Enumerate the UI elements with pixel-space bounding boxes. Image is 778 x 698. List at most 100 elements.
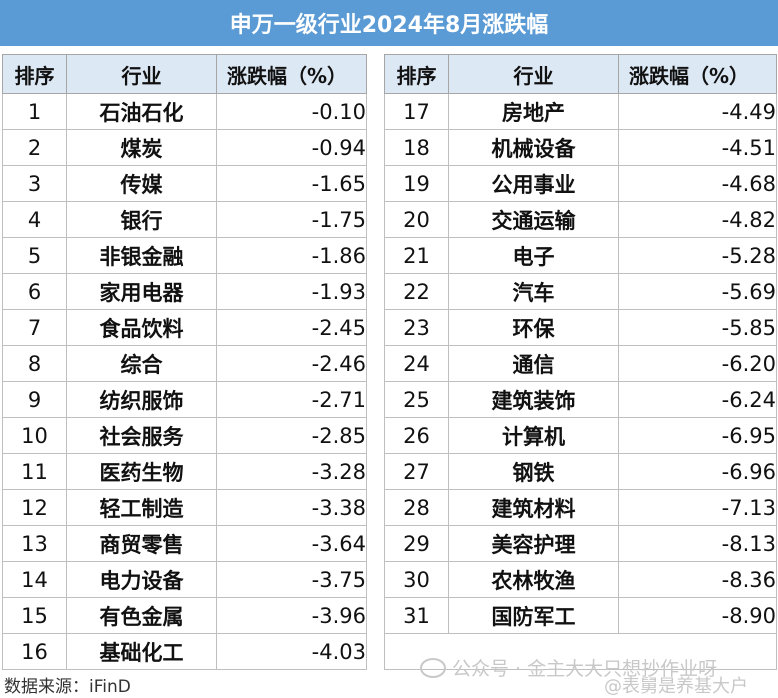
industry-cell: 钢铁 <box>448 453 619 490</box>
table-row: 14 电力设备 -3.75 <box>2 561 367 598</box>
table-row: 6 家用电器 -1.93 <box>2 273 367 310</box>
change-cell: -3.96 <box>216 597 367 634</box>
change-cell: -5.85 <box>618 309 777 346</box>
table-row: 21 电子 -5.28 <box>384 237 777 274</box>
industry-cell: 家用电器 <box>66 273 217 310</box>
change-cell: -6.20 <box>618 345 777 382</box>
table-row: 24 通信 -6.20 <box>384 345 777 382</box>
rank-cell: 31 <box>384 597 449 634</box>
change-cell: -0.94 <box>216 129 367 166</box>
rank-cell: 22 <box>384 273 449 310</box>
table-row: 23 环保 -5.85 <box>384 309 777 346</box>
change-cell: -3.64 <box>216 525 367 562</box>
rank-cell: 3 <box>2 165 67 202</box>
industry-cell: 国防军工 <box>448 597 619 634</box>
table-row: 28 建筑材料 -7.13 <box>384 489 777 526</box>
rank-cell: 25 <box>384 381 449 418</box>
change-cell: -1.75 <box>216 201 367 238</box>
rank-cell: 16 <box>2 633 67 670</box>
rank-cell: 17 <box>384 93 449 130</box>
industry-cell: 通信 <box>448 345 619 382</box>
industry-cell: 纺织服饰 <box>66 381 217 418</box>
empty-row <box>384 633 777 670</box>
industry-cell: 建筑材料 <box>448 489 619 526</box>
table-row: 11 医药生物 -3.28 <box>2 453 367 490</box>
page-title: 申万一级行业2024年8月涨跌幅 <box>0 0 778 48</box>
table-row: 22 汽车 -5.69 <box>384 273 777 310</box>
table-row: 17 房地产 -4.49 <box>384 93 777 130</box>
table-row: 3 传媒 -1.65 <box>2 165 367 202</box>
rank-cell: 4 <box>2 201 67 238</box>
table-row: 18 机械设备 -4.51 <box>384 129 777 166</box>
table-row: 31 国防军工 -8.90 <box>384 597 777 634</box>
industry-cell: 电子 <box>448 237 619 274</box>
right-table: 排序 行业 涨跌幅（%） 17 房地产 -4.49 18 机械设备 -4.51 19 公用事业… <box>384 54 777 670</box>
industry-cell: 商贸零售 <box>66 525 217 562</box>
rank-cell: 19 <box>384 165 449 202</box>
change-cell: -4.51 <box>618 129 777 166</box>
rank-cell: 15 <box>2 597 67 634</box>
rank-cell: 30 <box>384 561 449 598</box>
industry-cell: 电力设备 <box>66 561 217 598</box>
change-cell: -1.86 <box>216 237 367 274</box>
data-source-note: 数据来源：iFinD <box>4 677 131 697</box>
header-change: 涨跌幅（%） <box>618 54 777 94</box>
change-cell: -6.24 <box>618 381 777 418</box>
watermark: 公众号 · 金主大大只想抄作业呀 <box>420 654 717 681</box>
change-cell: -3.28 <box>216 453 367 490</box>
change-cell: -1.65 <box>216 165 367 202</box>
industry-cell: 建筑装饰 <box>448 381 619 418</box>
change-cell: -8.13 <box>618 525 777 562</box>
industry-cell: 非银金融 <box>66 237 217 274</box>
industry-cell: 传媒 <box>66 165 217 202</box>
rank-cell: 8 <box>2 345 67 382</box>
rank-cell: 29 <box>384 525 449 562</box>
change-cell: -3.75 <box>216 561 367 598</box>
industry-cell: 房地产 <box>448 93 619 130</box>
table-row: 26 计算机 -6.95 <box>384 417 777 454</box>
industry-cell: 医药生物 <box>66 453 217 490</box>
table-row: 9 纺织服饰 -2.71 <box>2 381 367 418</box>
change-cell: -4.82 <box>618 201 777 238</box>
table-row: 16 基础化工 -4.03 <box>2 633 367 670</box>
watermark-text: 公众号 · 金主大大只想抄作业呀 <box>452 658 718 680</box>
header-rank: 排序 <box>2 54 67 94</box>
change-cell: -2.85 <box>216 417 367 454</box>
table-row: 20 交通运输 -4.82 <box>384 201 777 238</box>
industry-cell: 汽车 <box>448 273 619 310</box>
industry-cell: 机械设备 <box>448 129 619 166</box>
empty-cell <box>384 633 777 670</box>
change-cell: -4.68 <box>618 165 777 202</box>
table-row: 12 轻工制造 -3.38 <box>2 489 367 526</box>
industry-cell: 环保 <box>448 309 619 346</box>
industry-cell: 基础化工 <box>66 633 217 670</box>
change-cell: -6.96 <box>618 453 777 490</box>
industry-cell: 美容护理 <box>448 525 619 562</box>
rank-cell: 14 <box>2 561 67 598</box>
rank-cell: 13 <box>2 525 67 562</box>
table-row: 2 煤炭 -0.94 <box>2 129 367 166</box>
rank-cell: 7 <box>2 309 67 346</box>
industry-cell: 食品饮料 <box>66 309 217 346</box>
industry-cell: 煤炭 <box>66 129 217 166</box>
change-cell: -4.49 <box>618 93 777 130</box>
table-row: 15 有色金属 -3.96 <box>2 597 367 634</box>
change-cell: -2.71 <box>216 381 367 418</box>
change-cell: -6.95 <box>618 417 777 454</box>
rank-cell: 18 <box>384 129 449 166</box>
header-row: 排序 行业 涨跌幅（%） <box>2 54 367 94</box>
change-cell: -4.03 <box>216 633 367 670</box>
table-row: 1 石油石化 -0.10 <box>2 93 367 130</box>
header-industry: 行业 <box>66 54 217 94</box>
change-cell: -2.45 <box>216 309 367 346</box>
change-cell: -5.69 <box>618 273 777 310</box>
industry-cell: 社会服务 <box>66 417 217 454</box>
rank-cell: 12 <box>2 489 67 526</box>
watermark-handle: @表舅是养基大户 <box>604 676 748 697</box>
rank-cell: 26 <box>384 417 449 454</box>
rank-cell: 23 <box>384 309 449 346</box>
wechat-icon <box>420 657 446 678</box>
change-cell: -0.10 <box>216 93 367 130</box>
change-cell: -7.13 <box>618 489 777 526</box>
rank-cell: 28 <box>384 489 449 526</box>
